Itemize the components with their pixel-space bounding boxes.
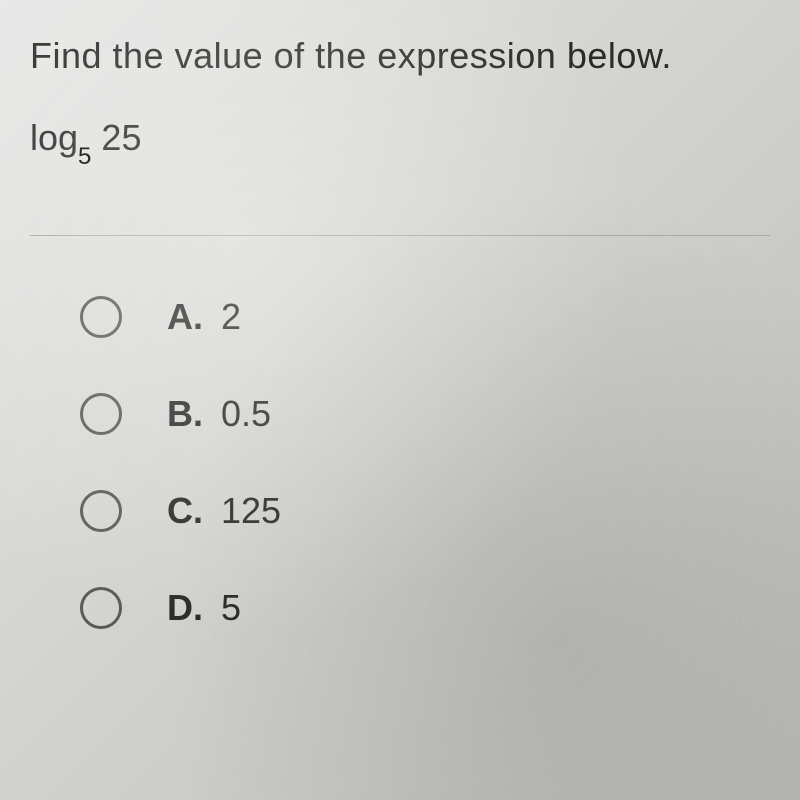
option-a-value: 2	[221, 296, 241, 337]
radio-c[interactable]	[80, 490, 122, 532]
radio-b[interactable]	[80, 393, 122, 435]
expression-subscript: 5	[78, 143, 91, 170]
math-expression: log5 25	[30, 117, 770, 165]
option-c[interactable]: C. 125	[80, 490, 770, 532]
option-d-letter: D.	[167, 587, 203, 628]
option-c-letter: C.	[167, 490, 203, 531]
option-d-value: 5	[221, 587, 241, 628]
option-b-value: 0.5	[221, 393, 271, 434]
option-c-value: 125	[221, 490, 281, 531]
divider	[30, 235, 770, 236]
radio-d[interactable]	[80, 587, 122, 629]
expression-prefix: log	[30, 117, 78, 158]
option-a[interactable]: A. 2	[80, 296, 770, 338]
option-d-text: D. 5	[167, 587, 241, 629]
option-b-text: B. 0.5	[167, 393, 271, 435]
expression-argument: 25	[101, 117, 141, 158]
question-prompt: Find the value of the expression below.	[30, 35, 770, 77]
option-b-letter: B.	[167, 393, 203, 434]
option-c-text: C. 125	[167, 490, 281, 532]
radio-a[interactable]	[80, 296, 122, 338]
option-b[interactable]: B. 0.5	[80, 393, 770, 435]
option-a-text: A. 2	[167, 296, 241, 338]
options-list: A. 2 B. 0.5 C. 125 D. 5	[30, 296, 770, 629]
option-a-letter: A.	[167, 296, 203, 337]
option-d[interactable]: D. 5	[80, 587, 770, 629]
